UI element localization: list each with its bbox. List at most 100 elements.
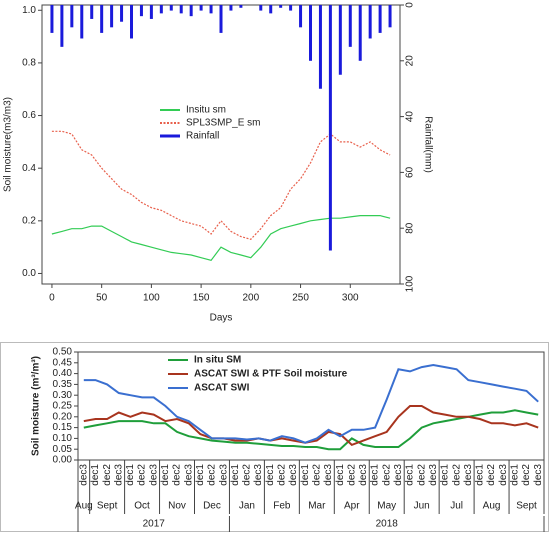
- y2-tick-label: 60: [405, 166, 416, 178]
- y-tick-label: 0.15: [53, 422, 73, 433]
- group-label: Aug: [75, 501, 93, 512]
- x-tick-label: dec3: [463, 464, 474, 486]
- y-tick-label: 0.05: [53, 444, 73, 455]
- y-axis-label: Soil moisture (m³/m³): [31, 356, 42, 456]
- y2-tick-label: 40: [405, 111, 416, 123]
- x-tick-label: dec3: [533, 464, 544, 486]
- group-label: Aug: [483, 501, 501, 512]
- x-tick-label: dec2: [172, 464, 183, 486]
- x-tick-label: dec1: [440, 464, 451, 486]
- group-label: Nov: [168, 501, 186, 512]
- x-tick-label: dec3: [358, 464, 369, 486]
- x-tick-label: dec3: [218, 464, 229, 486]
- x-tick-label: dec2: [207, 464, 218, 486]
- x-tick-label: dec2: [242, 464, 253, 486]
- x-tick-label: dec2: [311, 464, 322, 486]
- legend-label: In situ SM: [194, 355, 241, 366]
- y-tick-label: 0.6: [22, 110, 36, 121]
- group-label: Mar: [308, 501, 326, 512]
- x-tick-label: dec3: [393, 464, 404, 486]
- x-tick-label: 200: [242, 293, 259, 304]
- group-label: 2018: [376, 519, 399, 530]
- group-label: Feb: [273, 501, 291, 512]
- x-tick-label: dec1: [475, 464, 486, 486]
- x-tick-label: 150: [193, 293, 210, 304]
- series-line: [51, 215, 391, 261]
- group-label: Sept: [97, 501, 118, 512]
- x-tick-label: dec2: [381, 464, 392, 486]
- legend-label: ASCAT SWI: [194, 383, 250, 394]
- x-tick-label: dec1: [405, 464, 416, 486]
- x-tick-label: dec1: [510, 464, 521, 486]
- y-tick-label: 0.40: [53, 368, 73, 379]
- x-tick-label: 250: [292, 293, 309, 304]
- x-tick-label: dec1: [300, 464, 311, 486]
- group-label: Apr: [344, 501, 360, 512]
- y2-axis-label: Rainfall(mm): [422, 116, 433, 173]
- series-line: [83, 405, 539, 447]
- x-tick-label: dec1: [125, 464, 136, 486]
- y-tick-label: 0.00: [53, 455, 73, 466]
- x-tick-label: dec1: [335, 464, 346, 486]
- group-label: Sept: [516, 501, 537, 512]
- x-tick-label: dec1: [90, 464, 101, 486]
- x-tick-label: dec2: [277, 464, 288, 486]
- y-tick-label: 0.4: [22, 163, 36, 174]
- y-tick-label: 0.0: [22, 268, 36, 279]
- group-label: May: [377, 501, 396, 512]
- x-tick-label: dec3: [288, 464, 299, 486]
- group-label: 2017: [143, 519, 166, 530]
- x-tick-label: dec1: [160, 464, 171, 486]
- y-axis-label: Soil moisture(m3/m3): [3, 97, 14, 192]
- x-tick-label: 100: [143, 293, 160, 304]
- x-tick-label: dec3: [498, 464, 509, 486]
- group-label: Jan: [239, 501, 255, 512]
- x-tick-label: dec2: [137, 464, 148, 486]
- x-axis-label: Days: [210, 313, 233, 324]
- legend-label: ASCAT SWI & PTF Soil moisture: [194, 369, 348, 380]
- x-tick-label: 300: [342, 293, 359, 304]
- series-line: [83, 409, 539, 451]
- y2-tick-label: 100: [405, 275, 416, 292]
- legend-label: SPL3SMP_E sm: [186, 118, 260, 129]
- y-tick-label: 0.20: [53, 411, 73, 422]
- y-tick-label: 1.0: [22, 5, 36, 16]
- x-tick-label: dec3: [183, 464, 194, 486]
- group-label: Dec: [203, 501, 221, 512]
- x-tick-label: dec2: [486, 464, 497, 486]
- x-tick-label: dec3: [148, 464, 159, 486]
- x-tick-label: dec3: [428, 464, 439, 486]
- y2-tick-label: 20: [405, 55, 416, 67]
- y-tick-label: 0.8: [22, 58, 36, 69]
- y-tick-label: 0.50: [53, 347, 73, 358]
- x-tick-label: dec1: [370, 464, 381, 486]
- y2-tick-label: 80: [405, 222, 416, 234]
- x-tick-label: dec2: [346, 464, 357, 486]
- legend-label: Insitu sm: [186, 105, 226, 116]
- y-tick-label: 0.10: [53, 433, 73, 444]
- group-label: Jun: [414, 501, 430, 512]
- y-tick-label: 0.35: [53, 379, 73, 390]
- x-tick-label: dec2: [451, 464, 462, 486]
- chart-frame: [0, 342, 549, 532]
- x-tick-label: dec1: [265, 464, 276, 486]
- x-tick-label: dec3: [253, 464, 264, 486]
- x-tick-label: dec3: [113, 464, 124, 486]
- x-tick-label: dec2: [102, 464, 113, 486]
- y-tick-label: 0.2: [22, 215, 36, 226]
- x-tick-label: dec1: [195, 464, 206, 486]
- y2-tick-label: 0: [405, 2, 416, 8]
- y-tick-label: 0.25: [53, 401, 73, 412]
- y-tick-label: 0.45: [53, 357, 73, 368]
- group-label: Oct: [134, 501, 150, 512]
- group-label: Jul: [450, 501, 463, 512]
- x-tick-label: 50: [96, 293, 108, 304]
- plot-frame: [41, 4, 401, 285]
- series-line: [51, 130, 391, 240]
- x-tick-label: dec2: [521, 464, 532, 486]
- x-tick-label: 0: [49, 293, 55, 304]
- x-tick-label: dec3: [323, 464, 334, 486]
- x-tick-label: dec3: [78, 464, 89, 486]
- series-line: [83, 363, 539, 444]
